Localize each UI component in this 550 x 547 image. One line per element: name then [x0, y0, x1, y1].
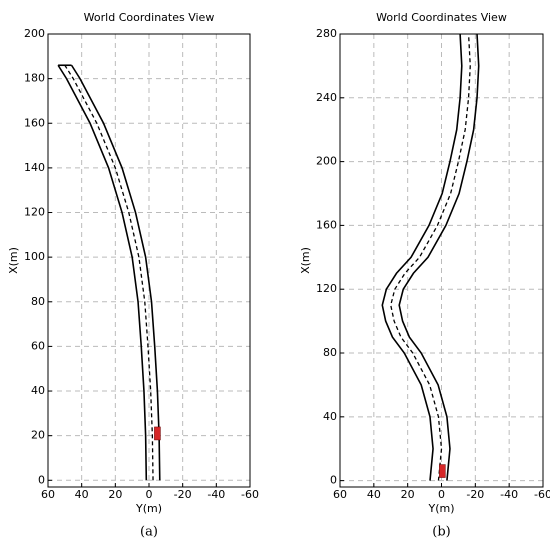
road-line: [57, 64, 148, 481]
caption: (a): [140, 525, 158, 540]
road-line: [70, 64, 161, 481]
x-tick-label: 20: [401, 488, 415, 501]
x-tick-label: -40: [207, 488, 225, 501]
y-tick-label: 60: [31, 339, 45, 352]
x-axis-label: Y(m): [135, 502, 162, 515]
y-tick-label: 280: [316, 27, 337, 40]
y-tick-label: 20: [31, 429, 45, 442]
x-tick-label: 40: [367, 488, 381, 501]
x-tick-label: -20: [174, 488, 192, 501]
y-tick-label: 160: [316, 218, 337, 231]
road-line: [64, 64, 154, 481]
y-tick-label: 0: [330, 474, 337, 487]
chart-title: World Coordinates View: [376, 11, 507, 24]
road-line: [398, 33, 480, 481]
y-tick-label: 200: [316, 155, 337, 168]
x-tick-label: -60: [241, 488, 259, 501]
x-tick-label: 40: [75, 488, 89, 501]
road-line: [390, 33, 471, 481]
y-tick-label: 140: [24, 161, 45, 174]
y-tick-label: 120: [24, 206, 45, 219]
y-tick-label: 100: [24, 250, 45, 263]
vehicle: [154, 426, 161, 441]
y-tick-label: 80: [323, 346, 337, 359]
caption: (b): [432, 525, 450, 540]
x-tick-label: 0: [438, 488, 445, 501]
y-tick-label: 80: [31, 295, 45, 308]
y-axis-label: X(m): [299, 247, 312, 274]
y-tick-label: 160: [24, 116, 45, 129]
x-tick-label: 60: [41, 488, 55, 501]
y-tick-label: 180: [24, 72, 45, 85]
x-tick-label: 60: [333, 488, 347, 501]
y-axis-label: X(m): [7, 247, 20, 274]
y-tick-label: 0: [38, 473, 45, 486]
road-line: [381, 33, 463, 481]
x-tick-label: -40: [500, 488, 518, 501]
x-tick-label: -20: [466, 488, 484, 501]
x-axis-label: Y(m): [427, 502, 454, 515]
x-tick-label: -60: [534, 488, 550, 501]
vehicle: [439, 464, 446, 478]
chart-title: World Coordinates View: [84, 11, 215, 24]
y-tick-label: 120: [316, 282, 337, 295]
x-tick-label: 0: [146, 488, 153, 501]
x-tick-label: 20: [108, 488, 122, 501]
y-tick-label: 40: [31, 384, 45, 397]
y-tick-label: 240: [316, 91, 337, 104]
y-tick-label: 40: [323, 410, 337, 423]
y-tick-label: 200: [24, 27, 45, 40]
